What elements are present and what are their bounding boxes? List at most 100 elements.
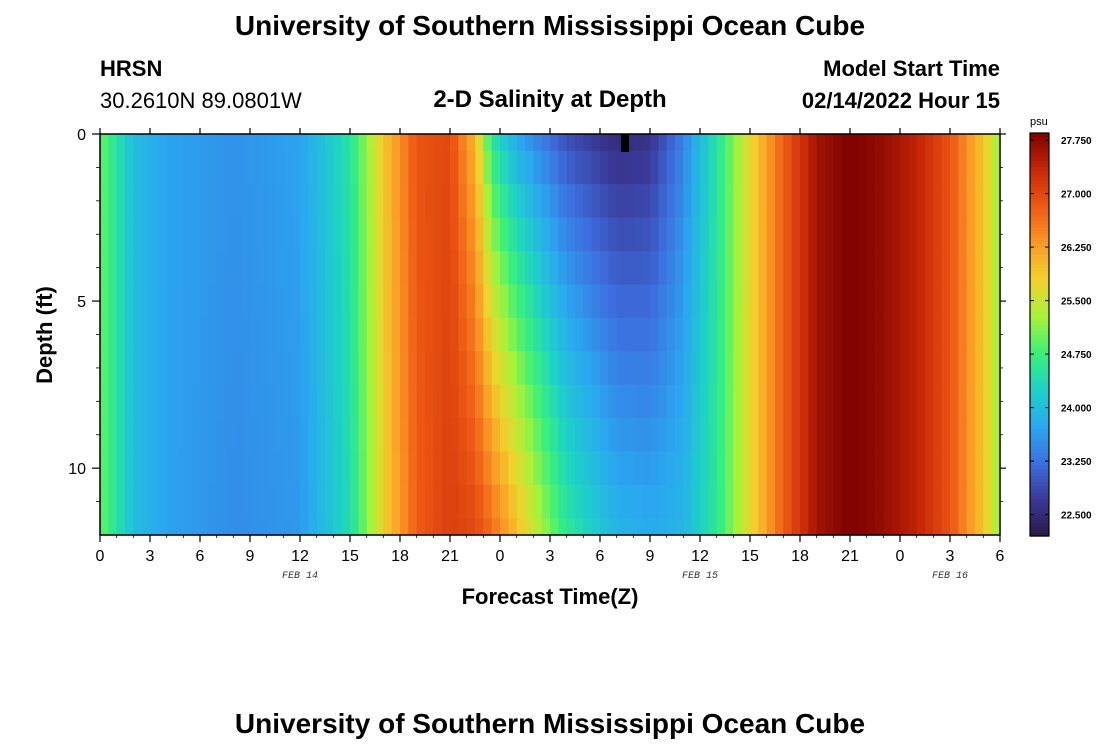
x-tick-label: 15 — [741, 548, 759, 565]
heatmap-cell — [600, 150, 609, 185]
colorbar-swatch — [1030, 196, 1049, 201]
colorbar-swatch — [1030, 532, 1049, 537]
heatmap-cell — [283, 134, 293, 152]
heatmap-cell — [183, 250, 193, 285]
heatmap-cell — [141, 250, 151, 285]
heatmap-cell — [166, 134, 176, 152]
heatmap-cell — [350, 351, 359, 386]
heatmap-cell — [125, 518, 134, 536]
heatmap-cell — [833, 184, 843, 219]
colorbar-swatch — [1030, 257, 1049, 262]
heatmap-cell — [758, 217, 768, 252]
heatmap-cell — [866, 217, 876, 252]
heatmap-cell — [425, 150, 434, 185]
heatmap-cell — [925, 484, 934, 519]
heatmap-cell — [725, 184, 734, 219]
heatmap-cell — [291, 317, 301, 352]
heatmap-cell — [575, 150, 584, 185]
heatmap-cell — [958, 351, 968, 386]
heatmap-cell — [116, 518, 126, 536]
heatmap-cell — [925, 317, 934, 352]
heatmap-cell — [958, 418, 968, 453]
heatmap-cell — [191, 484, 201, 519]
heatmap-cell — [800, 351, 809, 386]
heatmap-cell — [600, 317, 609, 352]
heatmap-cell — [500, 150, 509, 185]
colorbar-swatch — [1030, 310, 1049, 315]
heatmap-cell — [750, 134, 759, 152]
heatmap-cell — [233, 150, 243, 185]
heatmap-cell — [991, 484, 1001, 519]
heatmap-cell — [308, 284, 318, 319]
heatmap-cell — [225, 250, 234, 285]
heatmap-cell — [558, 134, 568, 152]
heatmap-cell — [875, 184, 884, 219]
heatmap-cell — [691, 384, 701, 419]
colorbar-swatch — [1030, 186, 1049, 191]
heatmap-cell — [116, 451, 126, 486]
heatmap-cell — [858, 184, 868, 219]
heatmap-cell — [366, 184, 376, 219]
heatmap-cell — [408, 384, 418, 419]
heatmap-cell — [525, 351, 534, 386]
heatmap-cell — [516, 484, 526, 519]
colorbar-swatch — [1030, 213, 1049, 218]
heatmap-cell — [100, 150, 109, 185]
heatmap-cell — [791, 250, 801, 285]
heatmap-cell — [375, 384, 384, 419]
heatmap-cell — [216, 217, 226, 252]
heatmap-cell — [716, 317, 726, 352]
colorbar-swatch — [1030, 270, 1049, 275]
heatmap-cell — [591, 351, 601, 386]
heatmap-cell — [250, 134, 259, 152]
heatmap-cell — [808, 384, 818, 419]
heatmap-cell — [241, 384, 251, 419]
heatmap-cell — [516, 384, 526, 419]
heatmap-cell — [841, 134, 851, 152]
heatmap-cell — [158, 134, 168, 152]
heatmap-cell — [891, 384, 901, 419]
heatmap-cell — [916, 518, 926, 536]
heatmap-cell — [725, 351, 734, 386]
heatmap-cell — [458, 184, 468, 219]
heatmap-cell — [308, 518, 318, 536]
heatmap-cell — [316, 250, 326, 285]
heatmap-cell — [666, 150, 676, 185]
colorbar-tick-label: 23.250 — [1061, 457, 1092, 468]
heatmap-cell — [950, 284, 959, 319]
heatmap-cell — [891, 451, 901, 486]
heatmap-cell — [241, 134, 251, 152]
heatmap-cell — [333, 451, 343, 486]
heatmap-cell — [841, 184, 851, 219]
heatmap-cell — [858, 484, 868, 519]
colorbar-swatch — [1030, 421, 1049, 426]
heatmap-cell — [966, 484, 976, 519]
heatmap-cell — [416, 250, 426, 285]
heatmap-cell — [683, 317, 693, 352]
heatmap-cell — [633, 150, 643, 185]
heatmap-cell — [983, 150, 993, 185]
heatmap-cell — [483, 418, 493, 453]
heatmap-cell — [808, 217, 818, 252]
heatmap-cell — [866, 150, 876, 185]
heatmap-cell — [675, 384, 684, 419]
heatmap-cell — [641, 518, 651, 536]
heatmap-cell — [608, 150, 618, 185]
heatmap-cell — [916, 484, 926, 519]
heatmap-cell — [541, 150, 551, 185]
heatmap-cell — [133, 418, 143, 453]
heatmap-cell — [191, 250, 201, 285]
heatmap-cell — [891, 217, 901, 252]
heatmap-cell — [750, 351, 759, 386]
heatmap-cell — [541, 217, 551, 252]
heatmap-cell — [308, 451, 318, 486]
heatmap-cell — [675, 250, 684, 285]
heatmap-cell — [616, 451, 626, 486]
heatmap-cell — [158, 418, 168, 453]
heatmap-cell — [683, 284, 693, 319]
heatmap-cell — [708, 317, 718, 352]
heatmap-cell — [325, 484, 334, 519]
heatmap-cell — [625, 150, 634, 185]
heatmap-cell — [958, 284, 968, 319]
heatmap-cell — [600, 451, 609, 486]
